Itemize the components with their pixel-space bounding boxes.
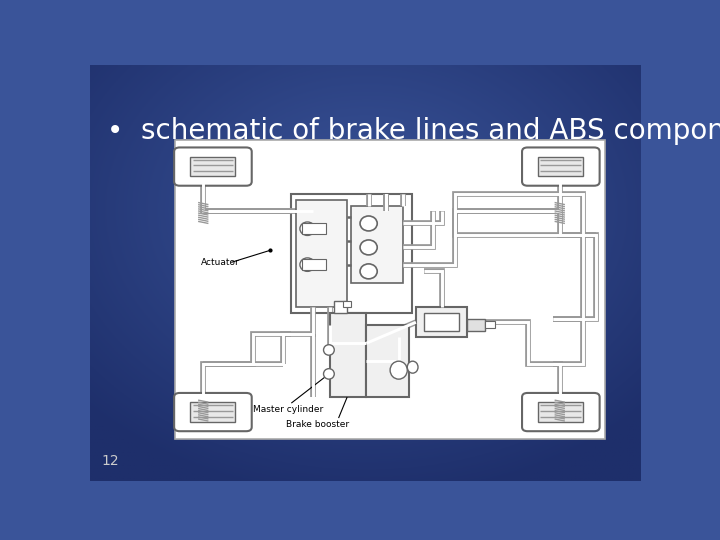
Bar	[190, 157, 235, 176]
Text: 12: 12	[101, 454, 119, 468]
Bar	[351, 206, 403, 284]
Text: •  schematic of brake lines and ABS components…: • schematic of brake lines and ABS compo…	[107, 117, 720, 145]
Text: Actuator: Actuator	[201, 258, 240, 267]
Ellipse shape	[323, 345, 334, 355]
Bar	[343, 301, 351, 307]
Bar	[539, 402, 583, 422]
Ellipse shape	[300, 258, 315, 272]
Bar	[190, 402, 235, 422]
Bar	[302, 259, 325, 270]
Text: Brake booster: Brake booster	[286, 420, 348, 429]
Bar	[302, 224, 325, 234]
FancyBboxPatch shape	[174, 147, 252, 186]
Ellipse shape	[300, 222, 315, 235]
FancyBboxPatch shape	[522, 393, 600, 431]
Bar	[176, 140, 605, 439]
Ellipse shape	[408, 361, 418, 373]
Ellipse shape	[360, 264, 377, 279]
FancyBboxPatch shape	[522, 147, 600, 186]
Ellipse shape	[323, 369, 334, 379]
Bar	[292, 193, 412, 313]
Bar	[366, 325, 410, 397]
Bar	[416, 307, 467, 338]
Bar	[539, 157, 583, 176]
Ellipse shape	[390, 361, 408, 379]
Bar	[296, 199, 347, 307]
Bar	[425, 313, 459, 331]
Bar	[467, 319, 485, 331]
Ellipse shape	[360, 216, 377, 231]
Bar	[334, 301, 347, 313]
Text: Master cylinder: Master cylinder	[253, 404, 323, 414]
Ellipse shape	[360, 240, 377, 255]
Bar	[330, 313, 366, 397]
FancyBboxPatch shape	[174, 393, 252, 431]
Bar	[485, 321, 495, 328]
